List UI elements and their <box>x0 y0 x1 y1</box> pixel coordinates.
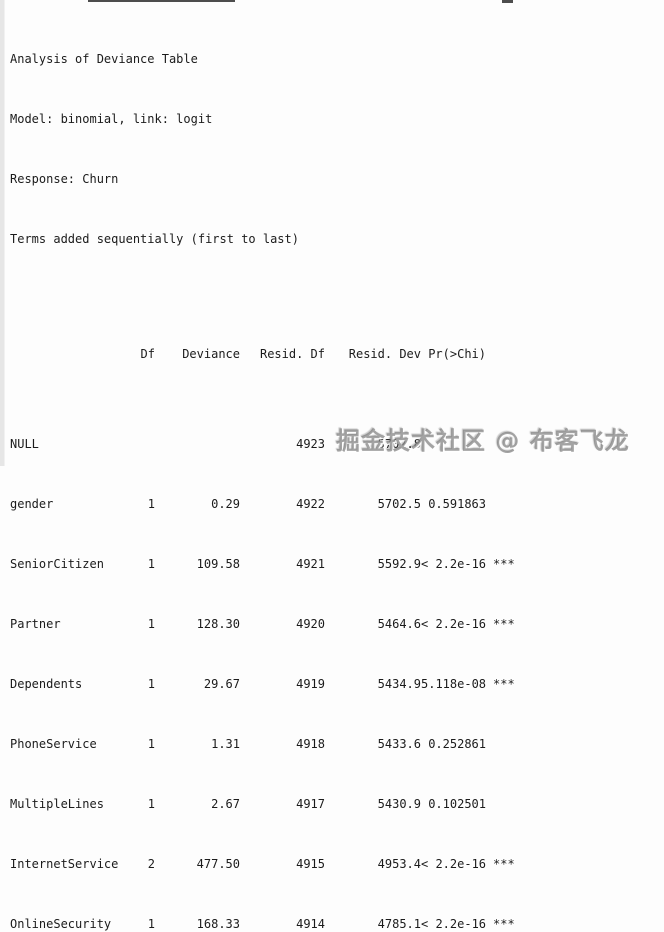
header-resid-dev: Resid. Dev <box>348 347 421 361</box>
header-df: Df <box>140 347 155 361</box>
window-edge-strip <box>0 0 5 466</box>
header-resid-df: Resid. Df <box>259 347 325 361</box>
deviance-cell: 128.30 <box>196 617 240 631</box>
signif-cell: *** <box>493 857 515 871</box>
term-cell: InternetService <box>10 857 119 871</box>
df-cell: 2 <box>147 857 155 871</box>
pr-chi-cell: < 2.2e-16 <box>421 557 487 571</box>
resid-df-cell: 4919 <box>296 677 325 691</box>
term-cell: Dependents <box>10 677 83 691</box>
deviance-cell: 1.31 <box>211 737 240 751</box>
table-row: gender 1 0.29 4922 5702.5 0.591863 <box>10 497 515 512</box>
resid-dev-cell: 5702.8 <box>377 437 421 451</box>
pr-chi-cell: 0.591863 <box>428 497 486 511</box>
response-line: Response: Churn <box>10 172 119 186</box>
header-pr-chi: Pr(>Chi) <box>428 347 486 361</box>
deviance-table: Df Deviance Resid. Df Resid. Dev Pr(>Chi… <box>10 317 515 932</box>
resid-dev-cell: 5433.6 <box>377 737 421 751</box>
pr-chi-cell: < 2.2e-16 <box>421 917 487 931</box>
term-cell: PhoneService <box>10 737 97 751</box>
term-cell: NULL <box>10 437 39 451</box>
table-row: PhoneService 1 1.31 4918 5433.6 0.252861 <box>10 737 515 752</box>
resid-dev-cell: 4785.1 <box>377 917 421 931</box>
resid-df-cell: 4915 <box>296 857 325 871</box>
deviance-table-title: Analysis of Deviance Table <box>10 52 198 66</box>
deviance-cell: 109.58 <box>196 557 240 571</box>
term-cell: Partner <box>10 617 61 631</box>
model-line: Model: binomial, link: logit <box>10 112 213 126</box>
pr-chi-cell: 0.252861 <box>428 737 486 751</box>
resid-dev-cell: 5464.6 <box>377 617 421 631</box>
pr-chi-cell: < 2.2e-16 <box>421 857 487 871</box>
terms-line: Terms added sequentially (first to last) <box>10 232 299 246</box>
term-cell: SeniorCitizen <box>10 557 104 571</box>
table-row: NULL 4923 5702.8 <box>10 437 515 452</box>
df-cell: 1 <box>147 797 155 811</box>
pr-chi-cell: 5.118e-08 <box>421 677 487 691</box>
header-deviance: Deviance <box>182 347 240 361</box>
pr-chi-cell: 0.102501 <box>428 797 486 811</box>
deviance-cell: 2.67 <box>211 797 240 811</box>
table-row: InternetService 2 477.50 4915 4953.4 < 2… <box>10 857 515 872</box>
term-cell: OnlineSecurity <box>10 917 112 931</box>
resid-df-cell: 4921 <box>296 557 325 571</box>
df-cell: 1 <box>147 557 155 571</box>
term-cell: gender <box>10 497 54 511</box>
resid-dev-cell: 5430.9 <box>377 797 421 811</box>
term-cell: MultipleLines <box>10 797 104 811</box>
signif-cell: *** <box>493 617 515 631</box>
signif-cell: *** <box>493 917 515 931</box>
clipped-text-fragment <box>88 0 235 2</box>
table-row: SeniorCitizen 1 109.58 4921 5592.9 < 2.2… <box>10 557 515 572</box>
resid-df-cell: 4914 <box>296 917 325 931</box>
resid-dev-cell: 5592.9 <box>377 557 421 571</box>
table-row: Dependents 1 29.67 4919 5434.9 5.118e-08… <box>10 677 515 692</box>
table-row: OnlineSecurity 1 168.33 4914 4785.1 < 2.… <box>10 917 515 932</box>
deviance-cell: 29.67 <box>203 677 240 691</box>
resid-dev-cell: 4953.4 <box>377 857 421 871</box>
resid-df-cell: 4922 <box>296 497 325 511</box>
df-cell: 1 <box>147 497 155 511</box>
pr-chi-cell: < 2.2e-16 <box>421 617 487 631</box>
deviance-cell: 168.33 <box>196 917 240 931</box>
r-console-output: Analysis of Deviance Table Model: binomi… <box>10 7 515 932</box>
deviance-cell: 477.50 <box>196 857 240 871</box>
table-header-row: Df Deviance Resid. Df Resid. Dev Pr(>Chi… <box>10 347 515 362</box>
resid-df-cell: 4917 <box>296 797 325 811</box>
resid-df-cell: 4918 <box>296 737 325 751</box>
table-row: MultipleLines 1 2.67 4917 5430.9 0.10250… <box>10 797 515 812</box>
df-cell: 1 <box>147 677 155 691</box>
df-cell: 1 <box>147 617 155 631</box>
table-body: NULL 4923 5702.8 gender 1 0.29 4922 5702… <box>10 407 515 932</box>
df-cell: 1 <box>147 737 155 751</box>
resid-dev-cell: 5434.9 <box>377 677 421 691</box>
signif-cell: *** <box>493 677 515 691</box>
deviance-cell: 0.29 <box>211 497 240 511</box>
signif-cell: *** <box>493 557 515 571</box>
resid-dev-cell: 5702.5 <box>377 497 421 511</box>
resid-df-cell: 4920 <box>296 617 325 631</box>
df-cell: 1 <box>147 917 155 931</box>
clipped-text-fragment <box>502 0 513 3</box>
resid-df-cell: 4923 <box>296 437 325 451</box>
table-row: Partner 1 128.30 4920 5464.6 < 2.2e-16 *… <box>10 617 515 632</box>
